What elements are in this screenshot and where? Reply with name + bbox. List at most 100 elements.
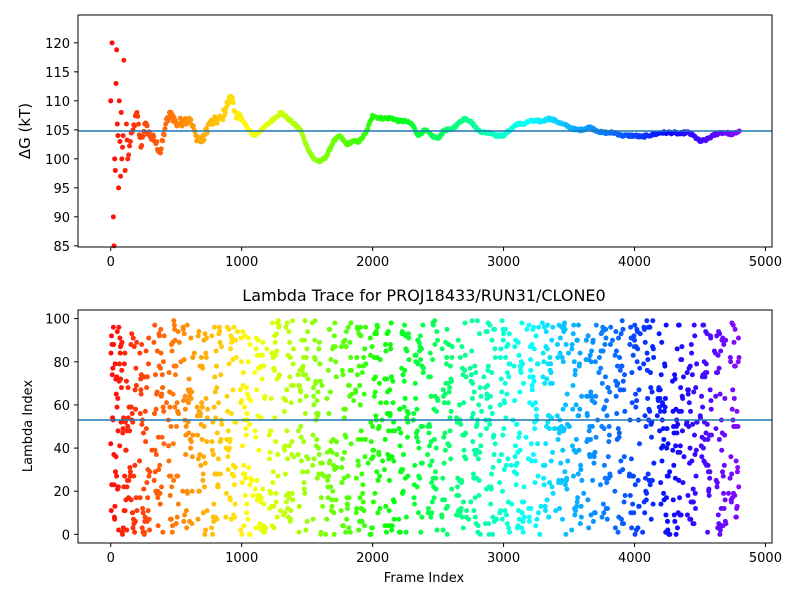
lambda-point <box>355 462 361 468</box>
lambda-point <box>605 385 611 391</box>
lambda-point <box>325 367 331 373</box>
lambda-point <box>705 529 711 535</box>
lambda-point <box>692 490 698 496</box>
lambda-point <box>555 342 561 348</box>
delta-g-x-tick-label: 4000 <box>618 255 651 270</box>
lambda-point <box>369 344 375 350</box>
lambda-point <box>504 521 510 527</box>
lambda-point <box>553 508 559 514</box>
lambda-point <box>658 372 664 378</box>
lambda-point <box>359 436 365 442</box>
lambda-point <box>283 324 289 330</box>
lambda-point <box>413 352 419 358</box>
lambda-point <box>688 516 694 522</box>
lambda-point <box>665 527 671 533</box>
lambda-point <box>203 527 209 533</box>
lambda-point <box>448 408 454 414</box>
lambda-point <box>649 389 655 395</box>
lambda-point <box>117 443 123 449</box>
delta-g-y-tick-label: 105 <box>45 124 70 139</box>
lambda-point <box>296 503 302 509</box>
lambda-point <box>213 348 219 354</box>
lambda-point <box>673 531 679 537</box>
lambda-point <box>261 501 267 507</box>
lambda-point <box>489 370 495 376</box>
lambda-point <box>186 376 192 382</box>
lambda-point <box>171 322 177 328</box>
lambda-point <box>378 400 384 406</box>
lambda-point <box>172 404 178 410</box>
lambda-point <box>469 318 475 324</box>
delta-g-point <box>165 118 171 124</box>
lambda-point <box>296 428 302 434</box>
lambda-point <box>488 486 494 492</box>
lambda-point <box>735 359 741 365</box>
lambda-point <box>139 342 145 348</box>
lambda-point <box>532 458 538 464</box>
lambda-point <box>503 354 509 360</box>
lambda-point <box>153 406 159 412</box>
lambda-point <box>420 370 426 376</box>
lambda-point <box>360 482 366 488</box>
lambda-point <box>204 508 210 514</box>
lambda-point <box>358 333 364 339</box>
lambda-point <box>704 370 710 376</box>
lambda-point <box>563 531 569 537</box>
lambda-point <box>487 421 493 427</box>
lambda-point <box>416 339 422 345</box>
lambda-point <box>728 454 734 460</box>
lambda-point <box>127 473 133 479</box>
lambda-point <box>283 398 289 404</box>
lambda-point <box>406 331 412 337</box>
lambda-point <box>487 404 493 410</box>
lambda-point <box>388 374 394 380</box>
lambda-point <box>324 395 330 401</box>
lambda-point <box>216 400 222 406</box>
lambda-point <box>716 365 722 371</box>
lambda-point <box>645 395 651 401</box>
lambda-point <box>211 501 217 507</box>
lambda-point <box>122 508 128 514</box>
lambda-point <box>233 419 239 425</box>
lambda-point <box>685 391 691 397</box>
lambda-point <box>241 462 247 468</box>
lambda-point <box>211 404 217 410</box>
delta-g-point <box>132 123 138 129</box>
lambda-point <box>243 426 249 432</box>
lambda-point <box>225 454 231 460</box>
lambda-point <box>601 426 607 432</box>
lambda-point <box>247 342 253 348</box>
lambda-point <box>508 462 514 468</box>
lambda-point <box>679 428 685 434</box>
lambda-point <box>158 326 164 332</box>
lambda-point <box>536 324 542 330</box>
lambda-point <box>512 398 518 404</box>
lambda-point <box>362 454 368 460</box>
lambda-point <box>329 503 335 509</box>
lambda-point <box>118 385 124 391</box>
delta-g-point <box>214 120 220 126</box>
lambda-point <box>159 434 165 440</box>
lambda-point <box>405 411 411 417</box>
lambda-point <box>610 337 616 343</box>
lambda-point <box>253 346 259 352</box>
lambda-point <box>340 372 346 378</box>
delta-g-point <box>111 243 117 249</box>
lambda-point <box>433 475 439 481</box>
lambda-point <box>331 333 337 339</box>
lambda-point <box>319 460 325 466</box>
lambda-point <box>288 516 294 522</box>
lambda-point <box>270 320 276 326</box>
lambda-point <box>628 456 634 462</box>
lambda-point <box>543 329 549 335</box>
lambda-point <box>244 501 250 507</box>
lambda-point <box>411 411 417 417</box>
lambda-point <box>123 447 129 453</box>
lambda-point <box>431 495 437 501</box>
lambda-point <box>112 469 118 475</box>
lambda-point <box>428 393 434 399</box>
lambda-point <box>621 499 627 505</box>
lambda-point <box>387 342 393 348</box>
lambda-point <box>171 477 177 483</box>
lambda-point <box>694 419 700 425</box>
